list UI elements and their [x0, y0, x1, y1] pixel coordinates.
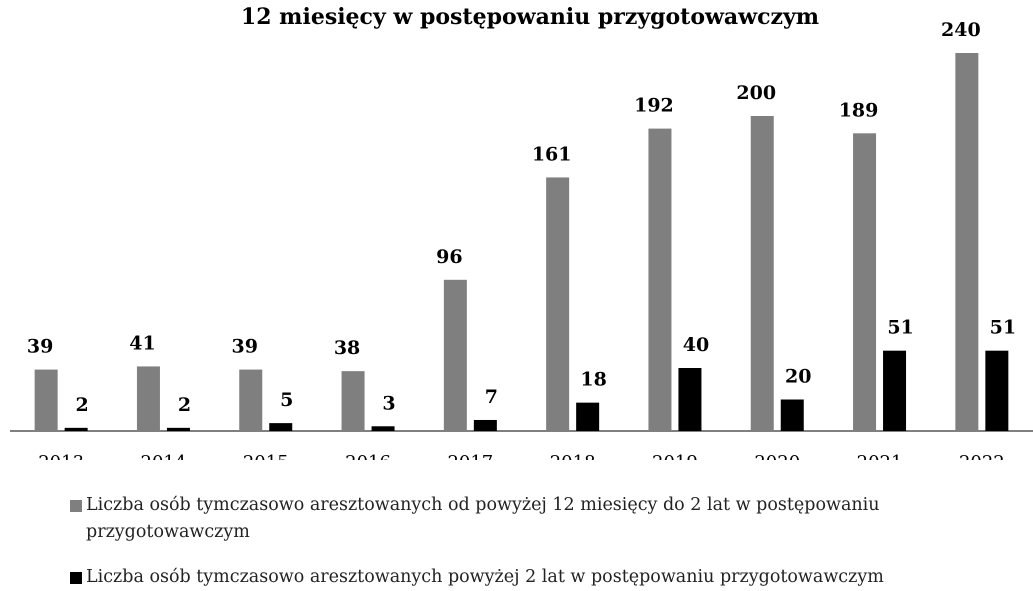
bar — [780, 399, 804, 431]
bar — [371, 426, 395, 431]
bar — [546, 177, 570, 431]
data-label: 51 — [990, 317, 1016, 339]
data-label: 51 — [887, 317, 913, 339]
bar — [473, 419, 497, 431]
bar — [443, 279, 467, 431]
data-label: 39 — [27, 336, 53, 358]
legend: Liczba osób tymczasowo aresztowanych od … — [70, 492, 970, 591]
bar — [678, 368, 702, 431]
x-tick-label: 2021 — [857, 452, 903, 460]
x-tick-label: 2015 — [243, 452, 289, 460]
data-label: 240 — [941, 19, 981, 41]
x-tick-label: 2017 — [447, 452, 493, 460]
bar — [883, 350, 907, 431]
x-tick-label: 2014 — [141, 452, 187, 460]
x-tick-label: 2019 — [652, 452, 698, 460]
data-label: 96 — [436, 246, 462, 268]
legend-label: Liczba osób tymczasowo aresztowanych od … — [86, 495, 880, 542]
legend-label: Liczba osób tymczasowo aresztowanych pow… — [86, 567, 884, 587]
chart-title: 12 miesięcy w postępowaniu przygotowawcz… — [241, 4, 819, 30]
data-label: 39 — [232, 336, 258, 358]
bar — [166, 427, 190, 431]
x-tick-label: 2020 — [754, 452, 800, 460]
bar — [64, 427, 88, 431]
data-label: 38 — [334, 337, 360, 359]
data-label: 161 — [532, 143, 572, 165]
legend-swatch — [70, 572, 82, 584]
legend-item: Liczba osób tymczasowo aresztowanych od … — [70, 492, 970, 546]
chart: 12 miesięcy w postępowaniu przygotowawcz… — [10, 4, 1033, 460]
data-label: 18 — [580, 369, 606, 391]
bar — [576, 402, 600, 431]
data-label: 189 — [839, 99, 879, 121]
data-label: 2 — [178, 394, 191, 416]
bar — [136, 366, 160, 431]
bar — [239, 369, 263, 431]
x-tick-label: 2022 — [959, 452, 1005, 460]
data-label: 3 — [382, 392, 395, 414]
bar — [34, 369, 58, 431]
bar — [269, 423, 293, 431]
data-label: 192 — [634, 95, 674, 117]
data-label: 2 — [76, 394, 89, 416]
data-label: 5 — [280, 389, 293, 411]
data-label: 200 — [736, 82, 776, 104]
bar — [750, 116, 774, 431]
data-label: 40 — [683, 334, 709, 356]
bar — [648, 128, 672, 431]
x-tick-label: 2013 — [38, 452, 84, 460]
data-label: 20 — [785, 366, 811, 388]
bar — [955, 53, 979, 431]
bar — [341, 371, 365, 431]
data-label: 41 — [129, 332, 155, 354]
x-tick-label: 2016 — [345, 452, 391, 460]
legend-swatch — [70, 500, 82, 512]
legend-item: Liczba osób tymczasowo aresztowanych pow… — [70, 564, 970, 591]
data-label: 7 — [485, 386, 498, 408]
bar — [853, 133, 877, 431]
bar — [985, 350, 1009, 431]
